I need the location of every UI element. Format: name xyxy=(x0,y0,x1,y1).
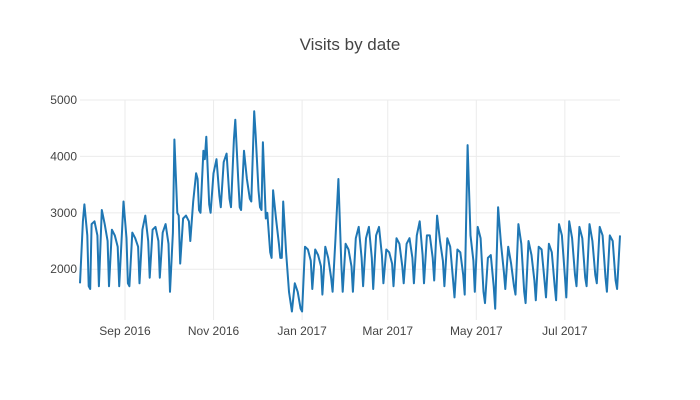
y-tick-label: 2000 xyxy=(50,262,77,276)
x-tick-label: Jan 2017 xyxy=(277,324,327,338)
series-line xyxy=(79,110,621,313)
chart-title: Visits by date xyxy=(300,35,401,54)
y-tick-label: 3000 xyxy=(50,206,77,220)
y-axis-ticks: 2000 3000 4000 5000 xyxy=(50,93,77,276)
y-tick-label: 5000 xyxy=(50,93,77,107)
x-tick-label: Mar 2017 xyxy=(362,324,413,338)
x-tick-label: May 2017 xyxy=(450,324,503,338)
x-axis-ticks: Sep 2016 Nov 2016 Jan 2017 Mar 2017 May 2017… xyxy=(99,324,588,338)
y-tick-label: 4000 xyxy=(50,149,77,163)
x-tick-label: Nov 2016 xyxy=(188,324,240,338)
x-tick-label: Jul 2017 xyxy=(542,324,588,338)
series-layer xyxy=(79,110,621,313)
x-tick-label: Sep 2016 xyxy=(99,324,151,338)
